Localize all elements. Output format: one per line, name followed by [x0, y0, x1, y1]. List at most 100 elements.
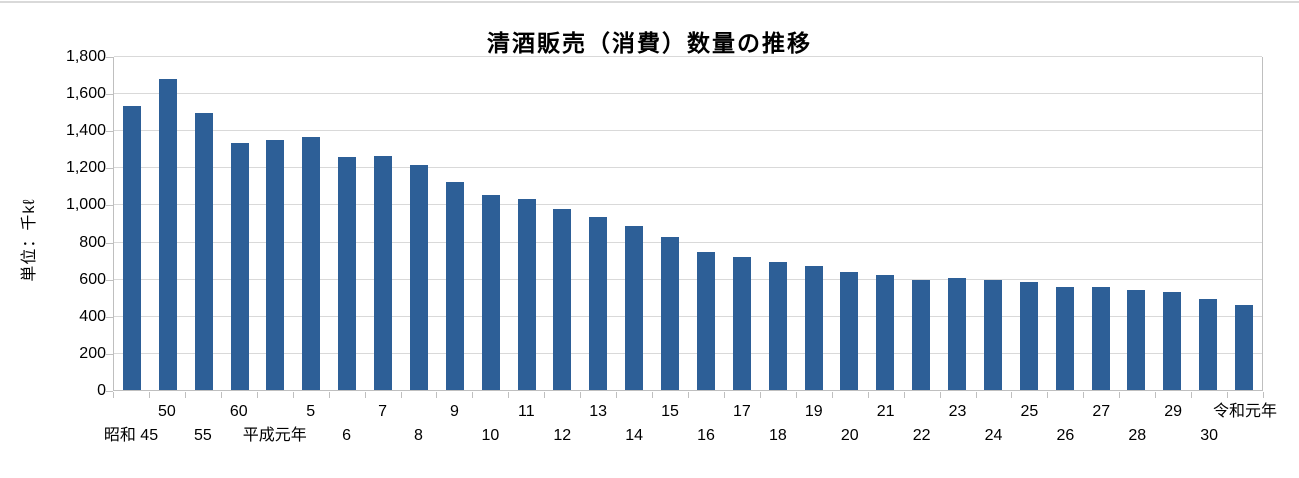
bar-slot — [186, 57, 222, 390]
x-tick-label-26: 26 — [1056, 427, 1075, 444]
bar-series — [114, 57, 1262, 390]
x-tick-mark — [220, 392, 222, 398]
x-tick-label-8: 8 — [414, 427, 423, 444]
x-tick-label-平成元年: 平成元年 — [242, 427, 307, 444]
bar-slot — [150, 57, 186, 390]
x-tick-mark — [1191, 392, 1193, 398]
gridline-1000 — [114, 204, 1262, 206]
x-tick-label-30: 30 — [1200, 427, 1218, 444]
x-tick-mark — [472, 392, 474, 398]
x-tick-label-9: 9 — [449, 403, 459, 420]
x-tick-label-11: 11 — [517, 403, 535, 420]
bar-slot — [437, 57, 473, 390]
chart-title: 清酒販売（消費）数量の推移 — [487, 30, 812, 56]
bar-slot — [114, 57, 150, 390]
x-tick-mark — [184, 392, 186, 398]
x-tick-mark — [148, 392, 150, 398]
bar-15 — [661, 236, 680, 390]
bar-slot — [222, 57, 258, 390]
bar-slot — [365, 57, 401, 390]
x-tick-label-27: 27 — [1092, 403, 1111, 420]
x-tick-mark — [1011, 392, 1013, 398]
x-tick-mark — [364, 392, 366, 398]
x-tick-mark — [580, 392, 582, 398]
x-tick-mark — [723, 392, 725, 398]
bar-slot — [616, 57, 652, 390]
bar-29 — [1163, 291, 1182, 390]
y-tick-mark — [106, 131, 113, 133]
y-tick-label-1,200: 1,200 — [65, 159, 106, 177]
bar-slot — [580, 57, 616, 390]
bar-slot — [796, 57, 832, 390]
x-tick-mark — [616, 392, 618, 398]
bar-slot — [975, 57, 1011, 390]
bar-30 — [1199, 299, 1218, 390]
x-tick-mark — [1155, 392, 1157, 398]
bar-slot — [293, 57, 329, 390]
x-tick-label-28: 28 — [1128, 427, 1147, 444]
bar-slot — [1047, 57, 1083, 390]
x-tick-mark — [939, 392, 941, 398]
x-tick-mark — [1263, 392, 1264, 398]
bar-9 — [445, 181, 464, 390]
bar-slot — [473, 57, 509, 390]
gridline-1200 — [114, 167, 1262, 169]
x-tick-mark — [1119, 392, 1121, 398]
bar-11 — [517, 199, 536, 390]
y-tick-label-200: 200 — [79, 344, 106, 362]
y-tick-label-400: 400 — [79, 307, 106, 325]
bar-21 — [876, 274, 895, 390]
x-tick-mark — [795, 392, 797, 398]
bar-8 — [409, 164, 428, 390]
bar-16 — [696, 251, 715, 390]
y-tick-mark — [106, 316, 113, 318]
plot-area — [113, 56, 1263, 391]
y-tick-label-600: 600 — [79, 270, 106, 288]
bar-slot — [1119, 57, 1155, 390]
x-tick-mark — [867, 392, 869, 398]
bar-5 — [302, 137, 321, 390]
y-tick-mark — [106, 168, 113, 170]
x-tick-label-15: 15 — [661, 403, 679, 420]
x-tick-mark — [292, 392, 294, 398]
bar-slot — [760, 57, 796, 390]
bar-25 — [1019, 282, 1038, 390]
x-tick-mark — [975, 392, 977, 398]
bar-17 — [732, 256, 751, 390]
bar-50 — [158, 79, 177, 390]
y-tick-mark — [106, 279, 113, 281]
x-tick-mark — [1047, 392, 1049, 398]
x-tick-mark — [436, 392, 438, 398]
bar-12 — [553, 209, 572, 390]
x-tick-mark — [903, 392, 905, 398]
y-tick-label-800: 800 — [79, 233, 106, 251]
x-tick-mark — [1227, 392, 1229, 398]
x-tick-mark — [544, 392, 546, 398]
gridline-200 — [114, 352, 1262, 354]
y-tick-mark — [106, 242, 113, 244]
y-tick-label-1,600: 1,600 — [65, 85, 106, 103]
bar-slot — [688, 57, 724, 390]
x-tick-mark — [508, 392, 510, 398]
gridline-400 — [114, 315, 1262, 317]
x-tick-label-16: 16 — [697, 427, 715, 444]
y-tick-label-0: 0 — [97, 382, 106, 399]
gridline-1600 — [114, 93, 1262, 95]
x-tick-label-18: 18 — [768, 427, 787, 444]
x-tick-label-25: 25 — [1020, 403, 1039, 420]
x-tick-mark — [688, 392, 689, 398]
bar-14 — [625, 225, 644, 390]
bar-23 — [948, 277, 967, 390]
bar-13 — [589, 216, 608, 390]
bar-slot — [832, 57, 868, 390]
bar-slot — [724, 57, 760, 390]
bar-slot — [1011, 57, 1047, 390]
bar-19 — [804, 265, 823, 390]
y-tick-mark — [106, 353, 113, 355]
x-tick-mark — [400, 392, 402, 398]
bar-slot — [401, 57, 437, 390]
x-tick-label-29: 29 — [1164, 403, 1183, 420]
bar-slot — [1226, 57, 1262, 390]
gridline-1400 — [114, 130, 1262, 132]
